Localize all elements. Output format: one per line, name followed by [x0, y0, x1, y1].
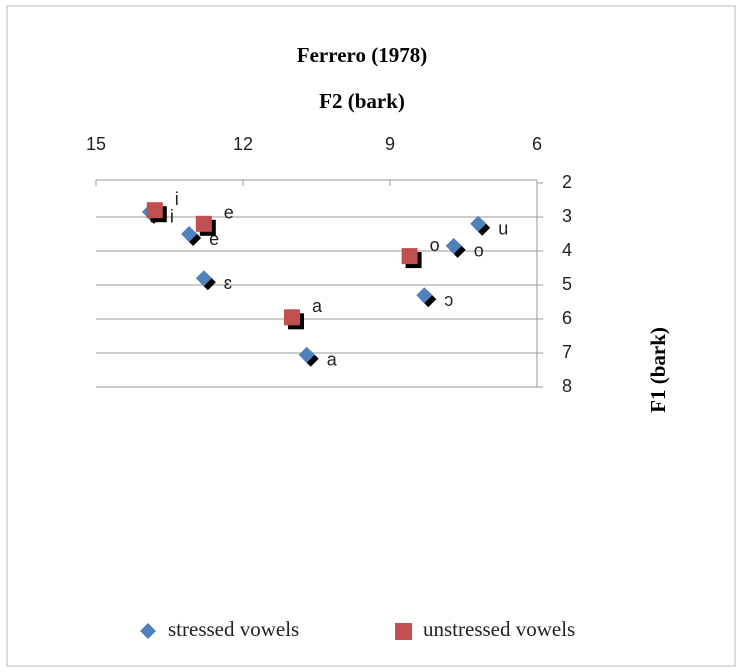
y-tick-label: 4 — [562, 240, 572, 260]
point-label: o — [474, 241, 484, 261]
y-tick-label: 8 — [562, 376, 572, 396]
point-label: i — [170, 207, 174, 227]
legend-marker — [395, 623, 412, 640]
y-tick-label: 5 — [562, 274, 572, 294]
y-axis-label: F1 (bark) — [646, 327, 670, 413]
point — [195, 215, 212, 232]
x-tick-label: 12 — [233, 134, 253, 154]
y-tick-label: 7 — [562, 342, 572, 362]
point-label: o — [430, 235, 440, 255]
point-label: u — [498, 219, 508, 239]
point-label: ɛ — [224, 273, 232, 293]
chart-frame — [6, 5, 736, 667]
point-label: ɔ — [444, 290, 453, 310]
point — [470, 215, 487, 232]
legend-marker — [140, 623, 156, 639]
legend-label: unstressed vowels — [423, 617, 575, 641]
point — [195, 270, 212, 287]
point-label: e — [209, 229, 219, 249]
point-label: e — [224, 203, 234, 223]
legend-label: stressed vowels — [168, 617, 299, 641]
x-tick-label: 6 — [532, 134, 542, 154]
point — [146, 202, 163, 219]
point — [298, 346, 315, 363]
y-tick-label: 3 — [562, 206, 572, 226]
point — [445, 237, 462, 254]
point — [181, 226, 198, 242]
y-tick-label: 2 — [562, 172, 572, 192]
x-tick-label: 9 — [385, 134, 395, 154]
x-tick-label: 15 — [86, 134, 106, 154]
y-tick-label: 6 — [562, 308, 572, 328]
point-label: a — [327, 349, 338, 369]
x-axis-label: F2 (bark) — [319, 89, 405, 113]
point — [401, 248, 418, 265]
point-label: a — [312, 296, 323, 316]
point — [416, 287, 433, 304]
point — [284, 309, 300, 326]
chart-title: Ferrero (1978) — [297, 43, 427, 67]
point-label: i — [175, 189, 179, 209]
